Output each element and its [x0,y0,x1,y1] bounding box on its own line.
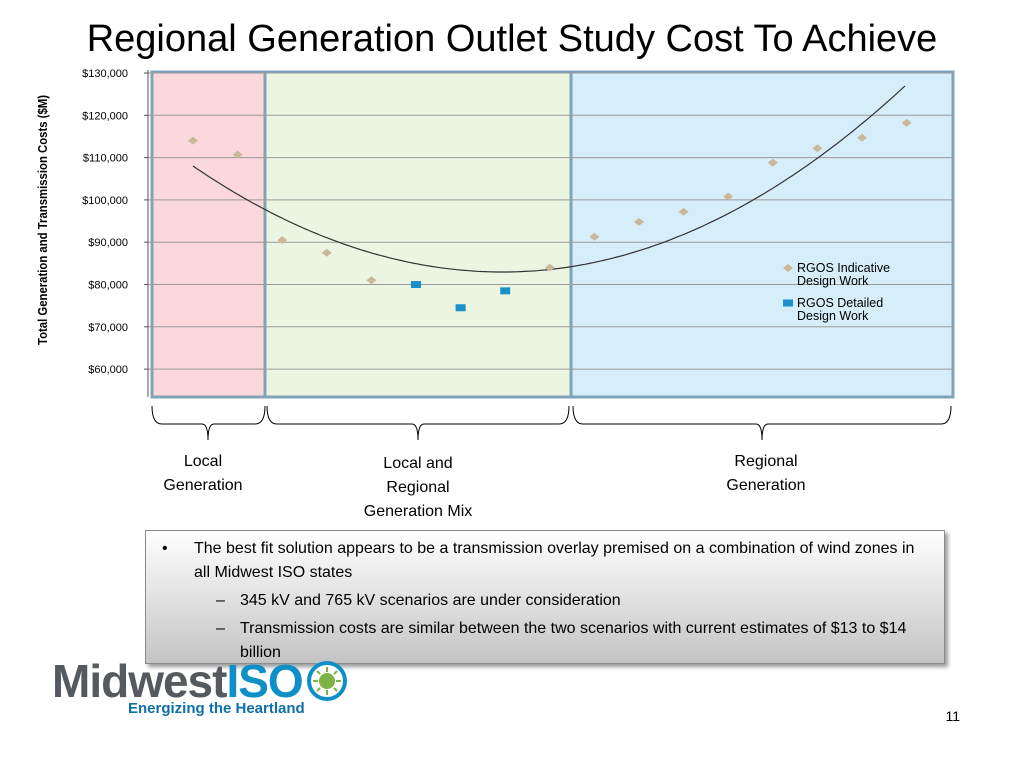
indicative-point [188,136,198,145]
y-tick-label: $90,000 [88,237,128,249]
indicative-point [232,150,243,159]
indicative-point [544,263,555,272]
logo-word-iso: ISO [226,655,303,707]
region-band [150,70,267,399]
region-band [263,70,573,399]
y-tick-label: $130,000 [82,68,128,80]
page-number: 11 [945,708,960,724]
bullet-box: • The best fit solution appears to be a … [145,530,945,664]
y-tick-label: $120,000 [82,110,128,122]
midwest-iso-logo: MidwestISO [52,655,348,707]
bullet-sub-text: Transmission costs are similar between t… [240,620,907,661]
y-tick-label: $70,000 [88,322,128,334]
y-tick-label: $80,000 [88,280,128,292]
indicative-point [321,248,332,257]
y-tick-label: $110,000 [83,153,128,165]
group-label-local: Local Generation [163,453,243,494]
bullet-sub-text: 345 kV and 765 kV scenarios are under co… [240,592,621,609]
indicative-point [767,158,778,167]
legend-label: Design Work [797,309,869,323]
indicative-point [812,144,823,153]
detailed-point [500,287,511,295]
group-label-regional: Regional Generation [726,453,806,494]
group-brace [151,405,266,441]
detailed-point [411,281,421,288]
slide-title: Regional Generation Outlet Study Cost To… [86,18,938,60]
indicative-point [634,217,644,226]
y-tick-label: $100,000 [82,195,128,207]
y-axis-label: Total Generation and Transmission Costs … [35,95,50,345]
logo-word-midwest: Midwest [52,655,227,707]
y-tick-label: $60,000 [88,364,128,376]
bullet-main: • The best fit solution appears to be a … [156,537,934,585]
group-brace [572,405,952,441]
bullet-sub: – 345 kV and 765 kV scenarios are under … [156,589,934,613]
indicative-point [589,232,600,241]
legend-label: RGOS Detailed [797,296,883,310]
bullet-marker: • [162,540,168,557]
group-brace [266,405,570,441]
legend-label: Design Work [797,274,869,288]
indicative-point [678,207,689,216]
sunburst-icon [307,661,348,701]
sub-bullet-marker: – [216,620,225,637]
logo-wordmark: MidwestISO [52,655,304,707]
legend-marker [783,264,793,272]
indicative-point [723,192,734,201]
legend-label: RGOS Indicative [797,261,890,275]
detailed-point [455,304,466,312]
sub-bullet-marker: – [216,592,225,609]
logo-tagline: Energizing the Heartland [128,700,305,717]
cost-chart: $130,000 $120,000 $110,000 $100,000 $90,000 $… [35,68,955,441]
bullet-main-text: The best fit solution appears to be a tr… [194,540,915,581]
bullet-sub: – Transmission costs are similar between… [156,617,934,665]
indicative-point [857,133,867,142]
legend-marker [783,299,793,307]
indicative-point [366,276,377,285]
indicative-point [901,118,912,127]
region-band [569,70,955,399]
group-label-mix: Local and Regional Generation Mix [363,455,473,520]
indicative-point [277,236,288,245]
